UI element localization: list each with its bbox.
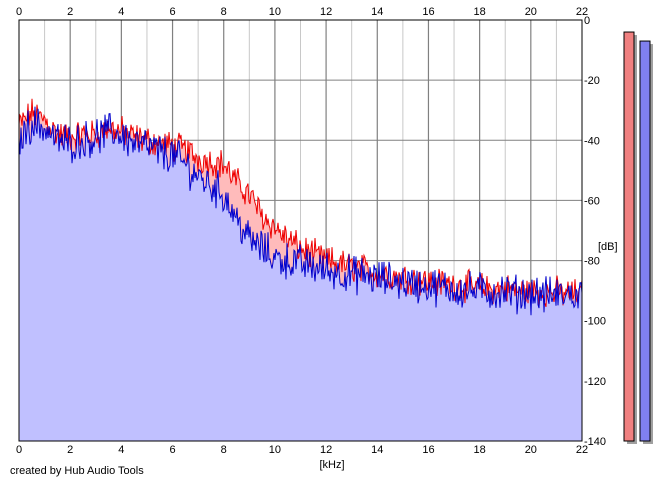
x-tick-label-top: 20 xyxy=(525,6,537,18)
x-tick-label-bottom: 0 xyxy=(16,444,22,456)
plot-border xyxy=(18,19,583,442)
x-tick-label-bottom: 12 xyxy=(320,444,332,456)
x-tick-label-bottom: 22 xyxy=(576,444,588,456)
y-tick-label: -100 xyxy=(584,316,606,328)
y-tick-label: -60 xyxy=(584,195,600,207)
spectrum-fills xyxy=(19,98,582,442)
y-tick-label: -20 xyxy=(584,75,600,87)
x-tick-label-bottom: 18 xyxy=(474,444,486,456)
x-tick-label-bottom: 10 xyxy=(269,444,281,456)
x-tick-label-top: 12 xyxy=(320,6,332,18)
x-tick-label-bottom: 20 xyxy=(525,444,537,456)
channel-2-fill xyxy=(19,106,582,441)
level-meter-2 xyxy=(639,40,651,442)
x-tick-labels-top: 0 2 4 6 8 10 12 14 16 18 20 22 xyxy=(16,6,588,18)
spectrum-lines xyxy=(18,98,583,316)
level-meters xyxy=(623,31,653,445)
x-tick-label-top: 10 xyxy=(269,6,281,18)
x-tick-label-top: 6 xyxy=(169,6,175,18)
credit-text: created by Hub Audio Tools xyxy=(10,465,144,477)
y-tick-label: -80 xyxy=(584,256,600,268)
y-axis-label: [dB] xyxy=(598,241,618,253)
y-tick-labels: 0 -20 -40 -60 -80 -100 -120 -140 xyxy=(584,15,606,448)
channel-1-line xyxy=(18,98,583,308)
channel-2-line xyxy=(18,106,583,316)
x-tick-label-top: 8 xyxy=(221,6,227,18)
x-tick-label-bottom: 4 xyxy=(118,444,124,456)
x-tick-label-top: 4 xyxy=(118,6,124,18)
x-tick-labels-bottom: 0 2 4 6 8 10 12 14 16 18 20 22 xyxy=(16,444,588,456)
y-tick-label: 0 xyxy=(584,15,590,27)
y-tick-label: -40 xyxy=(584,135,600,147)
x-axis-label: [kHz] xyxy=(319,459,344,471)
x-tick-label-top: 18 xyxy=(474,6,486,18)
x-tick-label-bottom: 6 xyxy=(169,444,175,456)
x-tick-label-top: 22 xyxy=(576,6,588,18)
x-tick-label-bottom: 2 xyxy=(67,444,73,456)
x-tick-label-top: 2 xyxy=(67,6,73,18)
x-tick-label-bottom: 16 xyxy=(422,444,434,456)
level-meter-1 xyxy=(623,31,635,442)
y-tick-label: -120 xyxy=(584,376,606,388)
x-tick-label-top: 16 xyxy=(422,6,434,18)
y-tick-label: -140 xyxy=(584,436,606,448)
x-tick-label-bottom: 14 xyxy=(371,444,383,456)
x-tick-label-top: 14 xyxy=(371,6,383,18)
x-tick-label-top: 0 xyxy=(16,6,22,18)
x-tick-label-bottom: 8 xyxy=(221,444,227,456)
